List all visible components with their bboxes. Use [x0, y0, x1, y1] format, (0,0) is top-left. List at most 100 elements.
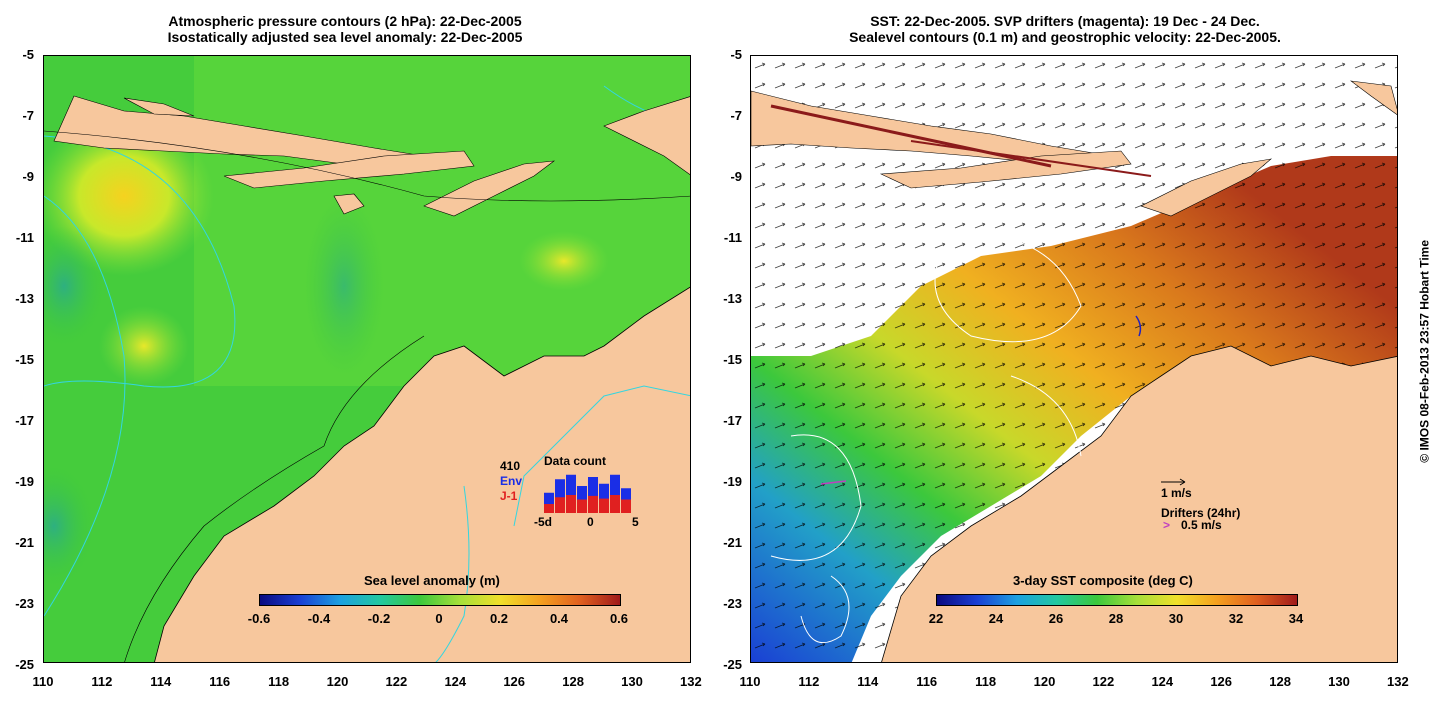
right-title-line1: SST: 22-Dec-2005. SVP drifters (magenta)…	[870, 13, 1260, 29]
left-title-line1: Atmospheric pressure contours (2 hPa): 2…	[168, 13, 522, 29]
axis-tick-label: 118	[975, 674, 997, 689]
drifters-symbol: >	[1163, 518, 1171, 532]
axis-tick-label: -23	[15, 596, 34, 611]
axis-tick-label: 132	[1387, 674, 1409, 689]
axis-tick-label: 110	[739, 674, 761, 689]
left-title-line2: Isostatically adjusted sea level anomaly…	[167, 29, 523, 45]
velocity-scale-label: 1 m/s	[1161, 486, 1192, 500]
inset-tick-end: 5	[632, 515, 639, 529]
drifter-track	[1135, 315, 1142, 337]
colorbar-tick: 0.4	[549, 611, 569, 626]
colorbar-tick: 30	[1168, 611, 1184, 626]
env-count-bar	[588, 477, 598, 513]
sea-level-anomaly-map[interactable]: 410 Env J-1 Data count -5d 0 5 Sea level…	[43, 55, 691, 663]
inset-j1-label: J-1	[500, 489, 518, 503]
australia-landmass	[881, 345, 1397, 662]
axis-tick-label: -17	[723, 413, 742, 428]
axis-tick-label: 120	[1033, 674, 1056, 689]
axis-tick-label: -5	[22, 47, 34, 62]
timor-island	[1140, 158, 1273, 217]
axis-tick-label: -19	[15, 474, 34, 489]
colorbar-tick: -0.2	[367, 611, 391, 626]
inset-count: 410	[500, 459, 521, 473]
left-colorbar-title: Sea level anomaly (m)	[364, 573, 500, 588]
env-count-bar	[544, 492, 554, 513]
axis-tick-label: -7	[730, 108, 742, 123]
colorbar-tick: 32	[1228, 611, 1244, 626]
j1-count-bar	[621, 499, 631, 513]
inset-tick-start: -5d	[534, 515, 552, 529]
axis-tick-label: 126	[503, 674, 526, 689]
sealevel-contour	[934, 234, 1082, 343]
env-count-bar	[599, 483, 609, 513]
axis-tick-label: -15	[723, 352, 742, 367]
high-anomaly-blob	[44, 116, 214, 276]
sst-swath-artifact	[770, 104, 1052, 168]
axis-tick-label: 126	[1210, 674, 1233, 689]
colorbar-tick: 34	[1288, 611, 1304, 626]
axis-tick-label: 130	[1328, 674, 1350, 689]
data-count-bars	[544, 474, 631, 513]
colorbar-tick: 22	[928, 611, 944, 626]
colorbar-tick: 0.6	[609, 611, 629, 626]
axis-tick-label: 128	[1269, 674, 1291, 689]
inset-env-label: Env	[500, 474, 523, 488]
j1-count-bar	[599, 498, 609, 513]
axis-tick-label: 112	[91, 674, 113, 689]
j1-count-bar	[566, 495, 576, 513]
left-panel-title: Atmospheric pressure contours (2 hPa): 2…	[110, 13, 580, 45]
axis-tick-label: -9	[22, 169, 34, 184]
right-title-line2: Sealevel contours (0.1 m) and geostrophi…	[849, 29, 1281, 45]
colorbar-tick: 24	[988, 611, 1004, 626]
pressure-contour	[44, 195, 126, 617]
env-count-bar	[566, 474, 576, 513]
axis-tick-label: -11	[15, 230, 34, 245]
pressure-contour	[44, 135, 236, 388]
right-colorbar	[936, 594, 1298, 606]
axis-tick-label: 112	[798, 674, 820, 689]
colorbar-tick: 0	[435, 611, 443, 626]
axis-tick-label: -23	[723, 596, 742, 611]
axis-tick-label: 110	[32, 674, 54, 689]
j1-count-bar	[610, 495, 620, 513]
timor-island	[423, 160, 556, 217]
env-count-bar	[610, 474, 620, 513]
sealevel-contour	[770, 434, 862, 561]
drifters-legend-title: Drifters (24hr)	[1161, 506, 1241, 520]
inset-tick-zero: 0	[587, 515, 594, 529]
right-colorbar-title: 3-day SST composite (deg C)	[1013, 573, 1193, 588]
axis-tick-label: 128	[562, 674, 584, 689]
j1-count-bar	[588, 495, 598, 513]
axis-tick-label: 124	[1151, 674, 1174, 689]
axis-tick-label: 124	[444, 674, 467, 689]
axis-tick-label: -7	[22, 108, 34, 123]
drifters-scale-label: 0.5 m/s	[1181, 518, 1222, 532]
colorbar-tick: 26	[1048, 611, 1064, 626]
axis-tick-label: 118	[268, 674, 290, 689]
left-colorbar	[259, 594, 621, 606]
australia-landmass	[154, 286, 690, 662]
axis-tick-label: 122	[1092, 674, 1115, 689]
drifter-track	[820, 480, 847, 485]
axis-tick-label: -25	[723, 657, 742, 672]
axis-tick-label: -9	[730, 169, 742, 184]
axis-tick-label: 122	[385, 674, 408, 689]
j1-count-bar	[544, 504, 554, 513]
axis-tick-label: 116	[916, 674, 938, 689]
colorbar-tick: 28	[1108, 611, 1124, 626]
axis-tick-label: -21	[723, 535, 742, 550]
axis-tick-label: -19	[723, 474, 742, 489]
axis-tick-label: -13	[723, 291, 742, 306]
axis-tick-label: -15	[15, 352, 34, 367]
axis-tick-label: 114	[857, 674, 879, 689]
env-count-bar	[555, 479, 565, 513]
axis-tick-label: 116	[209, 674, 231, 689]
axis-tick-label: -25	[15, 657, 34, 672]
lesser-sunda-islands	[879, 150, 1132, 189]
sst-map[interactable]: 1 m/s Drifters (24hr) > 0.5 m/s 3-day SS…	[750, 55, 1398, 663]
colorbar-tick: -0.6	[247, 611, 271, 626]
colorbar-tick: -0.4	[307, 611, 331, 626]
axis-tick-label: -13	[15, 291, 34, 306]
colorbar-tick: 0.2	[489, 611, 509, 626]
right-panel-title: SST: 22-Dec-2005. SVP drifters (magenta)…	[780, 13, 1350, 45]
